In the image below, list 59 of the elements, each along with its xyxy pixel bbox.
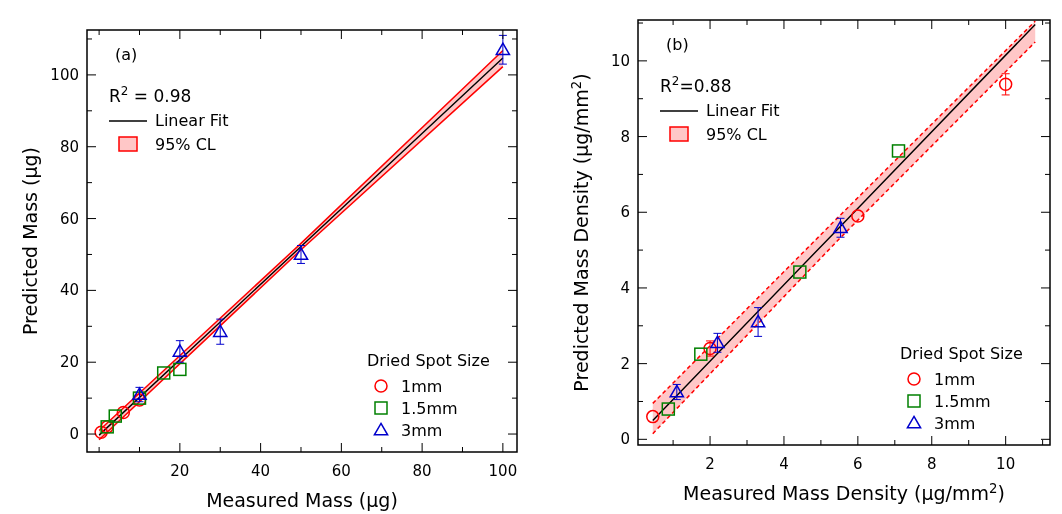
point [94,425,108,439]
y-tick-label: 8 [620,127,630,146]
x-tick-label: 40 [251,462,271,480]
legend-title: Dried Spot Size [367,351,490,370]
point [891,144,906,158]
point [750,314,766,328]
x-tick-label: 20 [170,462,190,480]
y-tick-label: 0 [69,425,79,444]
y-tick-label: 0 [620,430,630,449]
point [694,347,708,361]
annotation: (b) [666,35,689,54]
x-axis-title: Measured Mass Density (μg/mm$^{2}$) [683,480,1005,504]
y-tick-label: 100 [50,65,79,84]
legend-label: 95% CL [706,125,767,144]
y-tick-label: 80 [59,137,79,156]
legend-label: 1mm [401,377,443,396]
point [108,409,123,423]
legend-label: 1mm [934,370,976,389]
x-tick-label: 6 [853,455,863,473]
point [156,366,171,380]
annotation: R$^{2}$=0.88 [660,74,732,96]
point [998,77,1013,92]
x-tick-label: 60 [331,462,351,480]
x-tick-label: 100 [488,462,518,480]
legend-label: 95% CL [155,135,216,154]
point [212,324,228,338]
y-axis-title: Predicted Mass (μg) [19,146,41,336]
x-tick-label: 8 [926,455,937,473]
point [710,335,725,349]
x-axis-title: Measured Mass (μg) [206,489,398,511]
legend-label: 1.5mm [934,392,991,411]
point [646,409,660,424]
legend-label: 3mm [401,421,443,440]
point [851,209,865,223]
legend-title: Dried Spot Size [900,344,1023,363]
x-tick-label: 4 [779,455,789,473]
point [833,220,848,234]
legend-label: 1.5mm [401,399,458,418]
y-tick-label: 20 [59,353,79,372]
x-tick-label: 80 [412,462,432,480]
x-tick-label: 10 [996,455,1016,473]
y-tick-label: 60 [59,209,79,228]
legend-label: Linear Fit [155,111,229,130]
y-tick-label: 40 [59,281,79,300]
y-tick-label: 4 [620,278,630,297]
y-tick-label: 10 [610,51,630,70]
point [793,265,807,279]
point [173,362,187,377]
y-tick-label: 2 [620,354,630,373]
legend-label: Linear Fit [706,101,780,120]
point [172,344,188,357]
legend-label: 3mm [934,414,976,433]
annotation: (a) [115,45,138,64]
point [661,402,676,416]
point [495,42,511,56]
annotation: R$^{2}$ = 0.98 [109,84,192,106]
x-tick-label: 2 [705,455,715,473]
y-tick-label: 6 [620,203,630,222]
point [116,405,131,420]
